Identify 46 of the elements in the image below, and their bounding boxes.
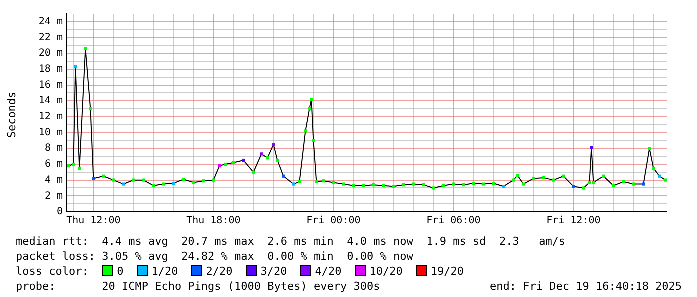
point (122, 182, 126, 186)
point (218, 164, 222, 168)
point (572, 185, 576, 188)
point (502, 185, 506, 188)
point (658, 174, 662, 178)
text: probe: 20 ICMP Echo Pings (1000 Bytes) every 300s (16, 280, 380, 293)
y-tick-label: 18 m (38, 64, 63, 76)
legend-title: loss color: (16, 265, 90, 278)
y-tick-label: 16 m (38, 80, 63, 91)
x-tick-label: Fri 12:00 (546, 216, 601, 227)
legend-label: 10/20 (370, 265, 403, 278)
point (590, 146, 594, 150)
x-tick-label: Thu 18:00 (186, 216, 241, 227)
point (92, 177, 96, 180)
y-tick-label: 10 m (38, 127, 63, 138)
y-tick-label: 8 m (44, 143, 63, 154)
legend-label: 1/20 (152, 265, 178, 278)
legend-label: 2/20 (206, 265, 233, 278)
legend-label: 19/20 (430, 265, 464, 278)
y-tick-label: 4 m (44, 174, 63, 186)
point (260, 152, 264, 156)
legend-label: 0 (117, 265, 124, 278)
y-tick-label: 12 m (38, 112, 63, 123)
y-tick-label: 22 m (38, 32, 63, 44)
legend-label: 4/20 (315, 265, 342, 278)
point (172, 182, 176, 186)
text: packet loss: 3.05 % avg 24.82 % max 0.00 % min 0.00 % now (16, 249, 414, 264)
text: median rtt: 4.4 ms avg 20.7 ms max 2.6 ms min 4.0 ms now 1.9 ms sd 2.3 am/s (16, 234, 566, 249)
y-axis-title: Seconds (6, 92, 18, 138)
point (642, 182, 646, 186)
point (272, 143, 276, 146)
text: end: Fri Dec 19 16:40:18 2025 (490, 279, 682, 294)
x-tick-label: Fri 06:00 (426, 216, 481, 227)
legend-label: 3/20 (260, 265, 288, 278)
point (292, 182, 296, 186)
y-tick-label: 20 m (38, 48, 63, 60)
x-tick-label: Thu 12:00 (66, 216, 121, 227)
point (282, 174, 286, 178)
point (74, 66, 78, 69)
x-tick-label: Fri 00:00 (306, 216, 361, 227)
y-tick-label: 0 (56, 206, 63, 218)
point (242, 158, 246, 162)
y-tick-label: 24 m (38, 16, 63, 28)
y-tick-label: 2 m (44, 190, 63, 202)
y-tick-label: 6 m (44, 159, 63, 170)
y-tick-label: 14 m (38, 96, 63, 107)
